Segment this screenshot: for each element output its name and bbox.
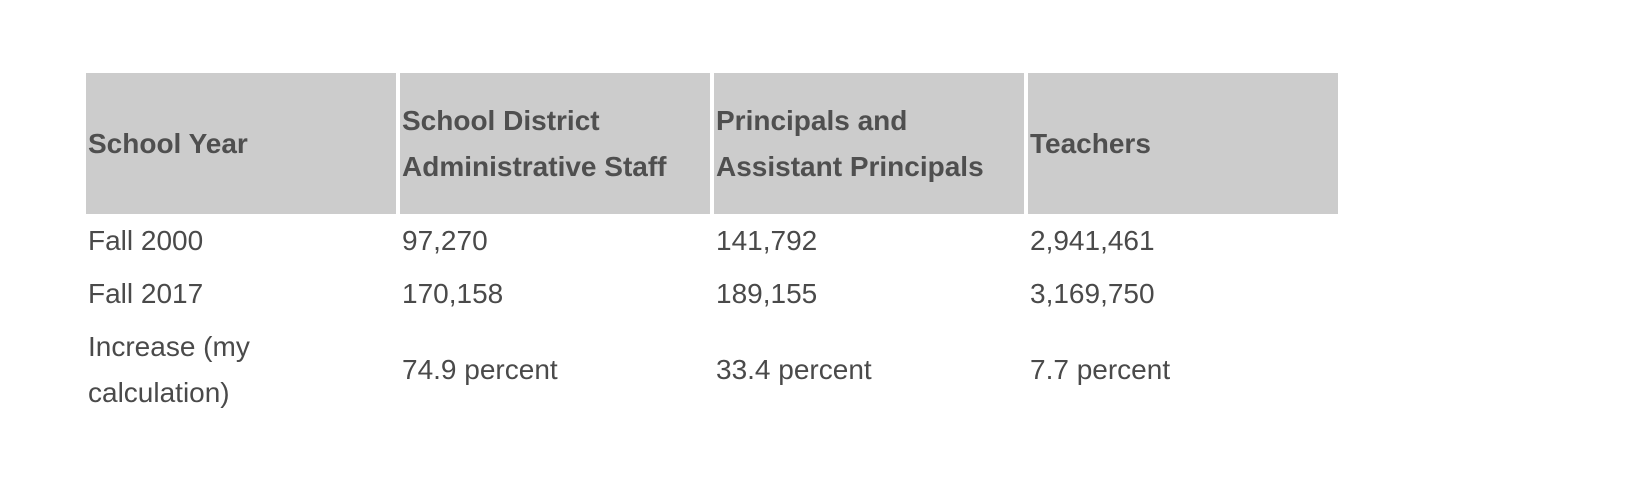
- table-cell: Fall 2000: [88, 225, 204, 256]
- header-cell: School Year: [86, 73, 396, 214]
- table-cell: 74.9 percent: [402, 354, 558, 385]
- table-row: Increase (my calculation) 74.9 percent 33.…: [86, 320, 1338, 419]
- header-cell: School District Administrative Staff: [400, 73, 710, 214]
- table-cell: 3,169,750: [1030, 278, 1155, 309]
- data-table: School Year School District Administrativ…: [82, 73, 1342, 419]
- table-row: Fall 2017 170,158 189,155 3,169,750: [86, 267, 1338, 320]
- table-cell: 7.7 percent: [1030, 354, 1171, 385]
- table-cell: Fall 2017: [88, 278, 204, 309]
- table-cell: 2,941,461: [1030, 225, 1155, 256]
- table-row: Fall 2000 97,270 141,792 2,941,461: [86, 214, 1338, 267]
- table-cell: 141,792: [716, 225, 818, 256]
- header-row: School Year School District Administrativ…: [86, 73, 1338, 214]
- table-cell: 33.4 percent: [716, 354, 872, 385]
- header-cell: Teachers: [1028, 73, 1338, 214]
- table-cell: 97,270: [402, 225, 488, 256]
- table-body: Fall 2000 97,270 141,792 2,941,461 Fall 2017…: [86, 214, 1338, 419]
- table-header: School Year School District Administrativ…: [86, 73, 1338, 214]
- table-cell: Increase (my calculation): [88, 331, 250, 408]
- table-cell: 170,158: [402, 278, 504, 309]
- header-cell: Principals and Assistant Principals: [714, 73, 1024, 214]
- table-cell: 189,155: [716, 278, 818, 309]
